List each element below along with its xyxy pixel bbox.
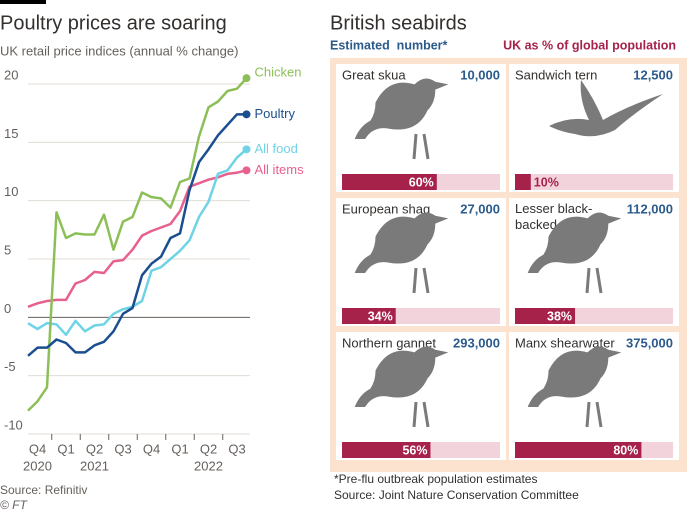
estimated-number: 375,000 (626, 335, 673, 350)
legend-entry: Estimated number* (330, 38, 448, 52)
bird-leg (422, 401, 430, 428)
x-tick-label: Q4 (29, 441, 46, 456)
bar (515, 308, 576, 324)
bird-panel: Northern gannet 293,000 56% (336, 332, 506, 460)
end-dot (242, 110, 251, 119)
series-label: Chicken (255, 65, 302, 80)
copyright: © FT (0, 498, 29, 512)
bird-leg (585, 401, 591, 428)
bird-leg (422, 133, 430, 160)
line (27, 77, 248, 412)
bar (342, 174, 437, 190)
bird-leg (412, 133, 418, 160)
x-year-label: 2022 (194, 458, 223, 473)
x-tick-label: Q2 (200, 441, 217, 456)
bird-name: European shag (342, 201, 430, 216)
bird-name: Northern gannet (342, 335, 436, 350)
bird-leg (422, 267, 430, 294)
y-tick-label: 0 (4, 301, 11, 316)
bird-silhouette (354, 78, 449, 139)
bird-silhouette (527, 212, 622, 273)
bird-leg (595, 267, 603, 294)
bird-panel: European shag 27,000 34% (336, 198, 506, 326)
bird-silhouette (549, 80, 663, 137)
series-label: Poultry (255, 106, 296, 121)
line (27, 148, 248, 337)
y-tick-label: 20 (4, 67, 18, 82)
x-year-label: 2021 (80, 458, 109, 473)
bird-panel: Sandwich tern 12,500 10% (509, 64, 679, 192)
bar (342, 442, 431, 458)
line (27, 169, 247, 309)
footnote: *Pre-flu outbreak population estimates (334, 472, 537, 486)
x-tick-label: Q3 (228, 441, 245, 456)
line (27, 113, 247, 357)
bird-leg (412, 401, 418, 428)
legend-entry: UK as % of global population (503, 38, 676, 52)
bird-name: Great skua (342, 67, 406, 82)
end-dot (242, 74, 251, 83)
bird-name: Sandwich tern (515, 67, 597, 82)
bar-value-label: 10% (534, 175, 559, 189)
chart-subtitle: UK retail price indices (annual % change… (0, 43, 238, 58)
series-label: All food (255, 141, 298, 156)
y-tick-label: 10 (4, 184, 18, 199)
end-dot (242, 166, 251, 175)
bird-silhouette (354, 212, 449, 273)
y-tick-label: 5 (4, 242, 11, 257)
source: Source: Refinitiv (0, 483, 87, 497)
bar-value-label: 38% (547, 309, 572, 323)
y-tick-label: -5 (4, 359, 16, 374)
chart-title: Poultry prices are soaring (0, 12, 227, 34)
bar-value-label: 80% (613, 443, 638, 457)
chart-title: British seabirds (330, 12, 467, 34)
bird-panel: Manx shearwater 375,000 80% (509, 332, 679, 460)
x-tick-label: Q3 (114, 441, 131, 456)
source: Source: Joint Nature Conservation Commit… (334, 488, 579, 502)
bar-track (515, 174, 673, 190)
bar-value-label: 60% (409, 175, 434, 189)
bar-value-label: 56% (402, 443, 427, 457)
y-tick-label: -10 (4, 417, 23, 432)
series-label: All items (255, 162, 305, 177)
bar-value-label: 34% (368, 309, 393, 323)
estimated-number: 27,000 (460, 201, 500, 216)
bird-leg (585, 267, 591, 294)
estimated-number: 293,000 (453, 335, 500, 350)
x-tick-label: Q1 (57, 441, 74, 456)
bird-silhouette (354, 346, 449, 407)
y-tick-label: 15 (4, 126, 18, 141)
bird-leg (412, 267, 418, 294)
x-tick-label: Q1 (171, 441, 188, 456)
brand-bar (0, 0, 46, 4)
bird-panel: Great skua 10,000 60% (336, 64, 506, 192)
bird-silhouette (527, 346, 622, 407)
estimated-number: 10,000 (460, 67, 500, 82)
x-tick-label: Q2 (86, 441, 103, 456)
bar (342, 308, 396, 324)
x-tick-label: Q4 (143, 441, 160, 456)
bird-name: Manx shearwater (515, 335, 615, 350)
x-year-label: 2020 (23, 458, 52, 473)
bird-leg (595, 401, 603, 428)
bar (515, 442, 642, 458)
bar (515, 174, 531, 190)
end-dot (242, 145, 251, 154)
estimated-number: 12,500 (633, 67, 673, 82)
estimated-number: 112,000 (627, 201, 673, 216)
